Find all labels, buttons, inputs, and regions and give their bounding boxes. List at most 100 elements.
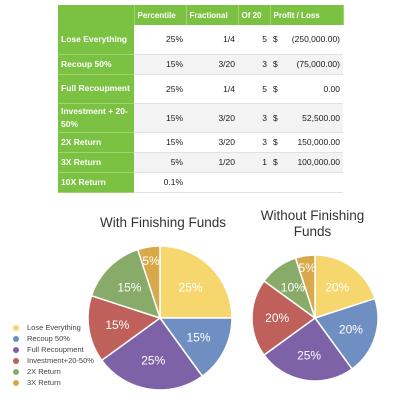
cell-profit-loss: $0.00 bbox=[270, 74, 343, 104]
cell-of-20: 3 bbox=[238, 132, 270, 153]
cell-profit-loss: $ (75,000.00) bbox=[270, 54, 343, 75]
header-percentile: Percentile bbox=[134, 5, 187, 25]
legend-item: Full Recoupment bbox=[13, 344, 94, 355]
table-header-row: Percentile Fractional Of 20 Profit / Los… bbox=[58, 5, 344, 25]
legend-dot-icon bbox=[13, 368, 19, 375]
row-label: Full Recoupment bbox=[58, 74, 134, 104]
cell-fractional: 3/20 bbox=[186, 132, 238, 153]
table-row: 2X Return 15% 3/20 3 $150,000.00 bbox=[58, 132, 343, 153]
pie-slice bbox=[251, 279, 317, 357]
row-label: 3X Return bbox=[58, 152, 134, 173]
returns-table: Percentile Fractional Of 20 Profit / Los… bbox=[58, 5, 344, 193]
pie-slice bbox=[314, 254, 376, 320]
row-label: 2X Return bbox=[58, 132, 134, 153]
legend-label: Full Recoupment bbox=[27, 345, 84, 354]
cell-profit-loss: $ (250,000.00) bbox=[270, 25, 343, 55]
cell-profit-loss: $100,000.00 bbox=[270, 152, 343, 173]
header-profit-loss: Profit / Loss bbox=[270, 5, 344, 25]
pie-slice-label: 25% bbox=[141, 354, 165, 368]
legend: Lose Everything Recoup 50% Full Recoupment… bbox=[13, 322, 94, 388]
pie-slice bbox=[87, 294, 162, 362]
cell-of-20 bbox=[238, 172, 270, 193]
amount-value: 100,000.00 bbox=[297, 157, 340, 167]
legend-dot-icon bbox=[13, 324, 19, 331]
currency-symbol: $ bbox=[273, 59, 278, 69]
currency-symbol: $ bbox=[273, 112, 278, 123]
cell-fractional: 1/4 bbox=[186, 25, 238, 55]
cell-fractional: 1/4 bbox=[186, 74, 238, 104]
cell-percentile: 0.1% bbox=[134, 172, 186, 193]
cell-percentile: 5% bbox=[134, 152, 186, 173]
cell-of-20: 5 bbox=[238, 25, 270, 55]
cell-of-20: 3 bbox=[238, 103, 270, 133]
pie-slice-label: 20% bbox=[339, 323, 363, 337]
legend-dot-icon bbox=[13, 379, 19, 386]
legend-item: Lose Everything bbox=[13, 322, 94, 333]
cell-of-20: 5 bbox=[238, 74, 270, 104]
legend-dot-icon bbox=[13, 357, 19, 364]
cell-profit-loss bbox=[270, 172, 343, 193]
cell-percentile: 15% bbox=[134, 103, 186, 133]
pie-slice-label: 20% bbox=[325, 280, 349, 294]
cell-of-20: 1 bbox=[238, 152, 270, 173]
cell-fractional: 3/20 bbox=[186, 103, 238, 133]
cell-percentile: 25% bbox=[134, 25, 186, 55]
header-of-20: Of 20 bbox=[238, 5, 271, 25]
pie-slice-label: 25% bbox=[297, 348, 321, 362]
legend-label: Lose Everything bbox=[27, 323, 81, 332]
table-row: 3X Return 5% 1/20 1 $100,000.00 bbox=[58, 152, 343, 173]
cell-of-20: 3 bbox=[238, 54, 270, 75]
pie-slice-label: 5% bbox=[298, 261, 316, 275]
legend-item: 3X Return bbox=[13, 377, 94, 388]
pie-slice-label: 15% bbox=[117, 280, 141, 294]
pie-slice-label: 20% bbox=[265, 311, 289, 325]
row-label: Lose Everything bbox=[58, 25, 134, 55]
table-row: Recoup 50% 15% 3/20 3 $ (75,000.00) bbox=[58, 54, 343, 75]
currency-symbol: $ bbox=[273, 157, 278, 167]
legend-label: 3X Return bbox=[27, 378, 61, 387]
amount-value: 0.00 bbox=[323, 83, 340, 94]
cell-fractional: 1/20 bbox=[186, 152, 238, 173]
amount-value: 150,000.00 bbox=[297, 137, 340, 147]
table-row: 10X Return 0.1% bbox=[58, 172, 343, 193]
pie-slice bbox=[313, 297, 379, 371]
legend-item: 2X Return bbox=[13, 366, 94, 377]
pie-slice bbox=[136, 245, 161, 319]
cell-percentile: 15% bbox=[134, 54, 186, 75]
pie-slice-label: 15% bbox=[105, 318, 129, 332]
cell-fractional bbox=[186, 172, 238, 193]
pie-slice-label: 10% bbox=[281, 280, 305, 294]
cell-percentile: 25% bbox=[134, 74, 186, 104]
chart-title-with-funds: With Finishing Funds bbox=[99, 215, 227, 230]
table-row: Lose Everything 25% 1/4 5 $ (250,000.00) bbox=[58, 25, 343, 55]
row-label: 10X Return bbox=[58, 172, 134, 193]
row-label: Investment + 20-50% bbox=[58, 103, 134, 133]
header-fractional: Fractional bbox=[186, 5, 239, 25]
pie-slice-label: 25% bbox=[179, 280, 203, 294]
pie-slice bbox=[158, 317, 233, 378]
pie-slice bbox=[294, 254, 316, 319]
pie-slice-label: 5% bbox=[142, 254, 160, 268]
table-row: Investment + 20-50% 15% 3/20 3 $52,500.00 bbox=[58, 103, 343, 133]
cell-profit-loss: $150,000.00 bbox=[270, 132, 343, 153]
pie-slice bbox=[100, 316, 204, 391]
legend-dot-icon bbox=[13, 335, 19, 342]
cell-percentile: 15% bbox=[134, 132, 186, 153]
legend-label: Recoup 50% bbox=[27, 334, 70, 343]
amount-value: 52,500.00 bbox=[302, 112, 340, 123]
legend-item: Recoup 50% bbox=[13, 333, 94, 344]
amount-value: (75,000.00) bbox=[296, 59, 340, 69]
legend-item: Investment+20-50% bbox=[13, 355, 94, 366]
legend-label: Investment+20-50% bbox=[27, 356, 94, 365]
legend-dot-icon bbox=[13, 346, 19, 353]
currency-symbol: $ bbox=[273, 83, 278, 94]
chart-title-without-funds: Without Finishing Funds bbox=[260, 208, 365, 239]
currency-symbol: $ bbox=[273, 137, 278, 147]
pie-slice bbox=[159, 245, 233, 319]
cell-profit-loss: $52,500.00 bbox=[270, 103, 343, 133]
table-row: Full Recoupment 25% 1/4 5 $0.00 bbox=[58, 74, 343, 104]
currency-symbol: $ bbox=[273, 34, 278, 45]
cell-fractional: 3/20 bbox=[186, 54, 238, 75]
header-label bbox=[58, 5, 135, 25]
